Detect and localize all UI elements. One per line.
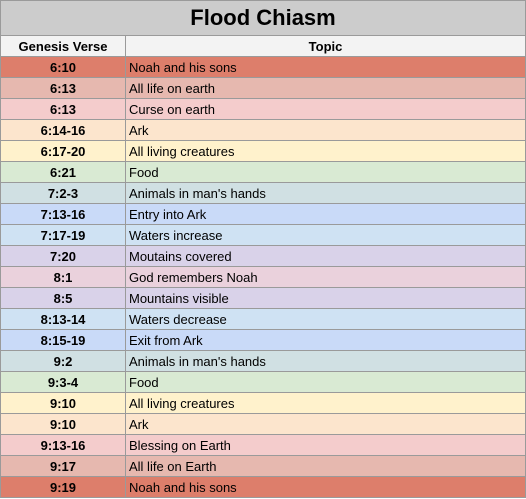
topic-cell[interactable]: All life on earth: [124, 77, 526, 99]
topic-cell[interactable]: Entry into Ark: [124, 203, 526, 225]
table-row: 7:13-16 Entry into Ark: [0, 203, 526, 225]
table-title[interactable]: Flood Chiasm: [0, 0, 526, 36]
title-row: Flood Chiasm: [0, 0, 526, 36]
topic-cell[interactable]: Animals in man's hands: [124, 350, 526, 372]
verse-cell[interactable]: 8:13-14: [0, 308, 126, 330]
table-row: 8:5 Mountains visible: [0, 287, 526, 309]
table-row: 6:14-16 Ark: [0, 119, 526, 141]
topic-cell[interactable]: Noah and his sons: [124, 56, 526, 78]
table-row: 9:19 Noah and his sons: [0, 476, 526, 498]
table-row: 6:17-20 All living creatures: [0, 140, 526, 162]
topic-cell[interactable]: Ark: [124, 119, 526, 141]
verse-cell[interactable]: 7:17-19: [0, 224, 126, 246]
table-row: 9:17 All life on Earth: [0, 455, 526, 477]
table-row: 9:3-4 Food: [0, 371, 526, 393]
table-row: 8:13-14 Waters decrease: [0, 308, 526, 330]
table-row: 6:10 Noah and his sons: [0, 56, 526, 78]
table-row: 6:13 All life on earth: [0, 77, 526, 99]
table-row: 9:10 Ark: [0, 413, 526, 435]
verse-cell[interactable]: 9:10: [0, 413, 126, 435]
verse-cell[interactable]: 8:15-19: [0, 329, 126, 351]
topic-cell[interactable]: Mountains visible: [124, 287, 526, 309]
header-row: Genesis Verse Topic: [0, 35, 526, 57]
topic-cell[interactable]: Curse on earth: [124, 98, 526, 120]
topic-cell[interactable]: All living creatures: [124, 140, 526, 162]
verse-cell[interactable]: 6:17-20: [0, 140, 126, 162]
topic-cell[interactable]: Waters decrease: [124, 308, 526, 330]
header-genesis-verse[interactable]: Genesis Verse: [0, 35, 126, 57]
table-row: 7:2-3 Animals in man's hands: [0, 182, 526, 204]
topic-cell[interactable]: God remembers Noah: [124, 266, 526, 288]
verse-cell[interactable]: 9:10: [0, 392, 126, 414]
table-row: 7:17-19 Waters increase: [0, 224, 526, 246]
table-row: 8:15-19 Exit from Ark: [0, 329, 526, 351]
table-row: 6:21 Food: [0, 161, 526, 183]
verse-cell[interactable]: 6:13: [0, 98, 126, 120]
table-row: 9:2 Animals in man's hands: [0, 350, 526, 372]
topic-cell[interactable]: Moutains covered: [124, 245, 526, 267]
table-row: 8:1 God remembers Noah: [0, 266, 526, 288]
verse-cell[interactable]: 6:21: [0, 161, 126, 183]
topic-cell[interactable]: Food: [124, 371, 526, 393]
verse-cell[interactable]: 8:5: [0, 287, 126, 309]
topic-cell[interactable]: Animals in man's hands: [124, 182, 526, 204]
table-row: 6:13 Curse on earth: [0, 98, 526, 120]
verse-cell[interactable]: 7:2-3: [0, 182, 126, 204]
verse-cell[interactable]: 9:3-4: [0, 371, 126, 393]
table-row: 9:13-16 Blessing on Earth: [0, 434, 526, 456]
topic-cell[interactable]: Ark: [124, 413, 526, 435]
verse-cell[interactable]: 7:13-16: [0, 203, 126, 225]
topic-cell[interactable]: Blessing on Earth: [124, 434, 526, 456]
verse-cell[interactable]: 7:20: [0, 245, 126, 267]
table-body: 6:10 Noah and his sons 6:13 All life on …: [0, 56, 526, 498]
topic-cell[interactable]: Food: [124, 161, 526, 183]
verse-cell[interactable]: 9:19: [0, 476, 126, 498]
verse-cell[interactable]: 6:13: [0, 77, 126, 99]
table-row: 7:20 Moutains covered: [0, 245, 526, 267]
verse-cell[interactable]: 8:1: [0, 266, 126, 288]
verse-cell[interactable]: 9:17: [0, 455, 126, 477]
header-topic[interactable]: Topic: [124, 35, 526, 57]
verse-cell[interactable]: 6:14-16: [0, 119, 126, 141]
topic-cell[interactable]: Waters increase: [124, 224, 526, 246]
table-row: 9:10 All living creatures: [0, 392, 526, 414]
verse-cell[interactable]: 6:10: [0, 56, 126, 78]
verse-cell[interactable]: 9:2: [0, 350, 126, 372]
topic-cell[interactable]: Noah and his sons: [124, 476, 526, 498]
verse-cell[interactable]: 9:13-16: [0, 434, 126, 456]
topic-cell[interactable]: All living creatures: [124, 392, 526, 414]
topic-cell[interactable]: All life on Earth: [124, 455, 526, 477]
topic-cell[interactable]: Exit from Ark: [124, 329, 526, 351]
